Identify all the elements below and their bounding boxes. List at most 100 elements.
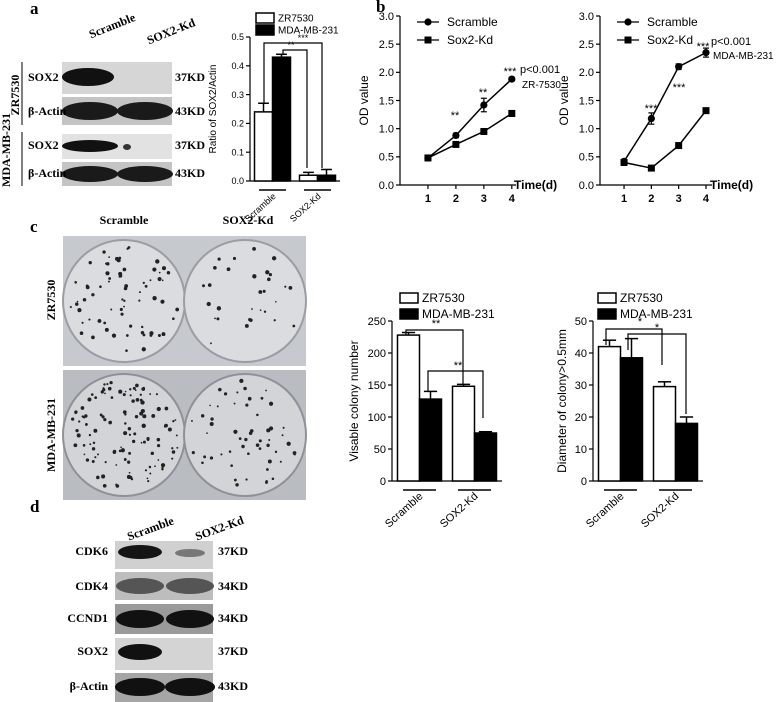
- colony: [134, 389, 137, 392]
- colony: [122, 393, 126, 397]
- colony: [279, 460, 282, 463]
- blot-a: Scramble SOX2-Kd ZR7530 MDA-MB-231 SOX2 …: [0, 10, 205, 187]
- colony: [273, 319, 276, 322]
- colony: [207, 283, 212, 287]
- marker: [675, 142, 683, 150]
- colony: [230, 464, 234, 468]
- colony: [87, 397, 92, 402]
- colony: [138, 291, 141, 294]
- colony: [103, 321, 107, 325]
- colony: [161, 266, 167, 271]
- colony: [281, 434, 284, 437]
- y-tick-label: 0.3: [231, 90, 244, 100]
- colony: [131, 439, 136, 444]
- colony: [152, 296, 157, 301]
- y-tick-label: 3.0: [379, 11, 394, 23]
- colony: [122, 410, 127, 415]
- colony: [155, 259, 160, 264]
- bar: [253, 111, 274, 182]
- colony: [104, 461, 107, 464]
- legend-label: MDA-MB-231: [422, 307, 495, 321]
- colony: [141, 423, 146, 428]
- colony: [124, 413, 127, 416]
- y-tick-label: 0.1: [231, 147, 244, 157]
- colony: [99, 285, 102, 288]
- colony: [100, 390, 104, 394]
- colony: [292, 324, 296, 328]
- band: [118, 644, 162, 660]
- colony: [161, 468, 164, 471]
- x-tick-label: SOX2-Kd: [288, 191, 323, 224]
- colony: [218, 387, 222, 392]
- colony: [90, 393, 94, 396]
- legend-marker: [624, 18, 632, 26]
- series-line: [623, 110, 707, 169]
- colony: [142, 333, 146, 337]
- bar: [298, 174, 319, 182]
- y-tick-label: 100: [368, 412, 386, 424]
- colony: [171, 447, 174, 450]
- protein-label: β-Actin: [70, 679, 109, 693]
- colony: [96, 475, 100, 480]
- colony: [262, 289, 266, 293]
- colony: [88, 260, 92, 265]
- colony: [258, 439, 262, 443]
- colony: [271, 477, 275, 481]
- colony: [94, 396, 98, 400]
- colony: [245, 403, 249, 407]
- colony: [247, 452, 250, 456]
- y-tick-label: 0.4: [231, 61, 244, 71]
- plate: [62, 373, 186, 497]
- x-axis-label: Time(d): [514, 178, 557, 192]
- colony: [120, 448, 125, 453]
- colony: [140, 408, 145, 414]
- x-tick-label: 3: [481, 193, 487, 205]
- y-tick-label: 0.0: [579, 180, 594, 192]
- colony: [128, 451, 132, 455]
- x-tick-label: 1: [425, 193, 431, 205]
- colony: [123, 299, 126, 303]
- x-tick-label: 2: [648, 193, 654, 205]
- cell-line-label: ZR7530: [8, 75, 22, 116]
- y-axis-label: Diameter of colony>0.5mm: [555, 329, 569, 473]
- colony: [268, 273, 272, 277]
- colony: [125, 349, 128, 352]
- colony: [206, 301, 211, 307]
- size-label: 43KD: [218, 679, 248, 693]
- legend-label: Sox2-Kd: [447, 33, 493, 47]
- significance-bracket: [427, 370, 484, 418]
- bar: [418, 398, 443, 482]
- colony: [77, 308, 82, 313]
- colony: [132, 386, 136, 390]
- colony: [101, 415, 105, 419]
- colony: [115, 256, 120, 261]
- size-label: 37KD: [175, 70, 205, 84]
- colony: [252, 274, 257, 279]
- colony: [256, 413, 259, 417]
- y-tick-label: 0.5: [231, 32, 244, 42]
- cell-line-label: MDA-MB-231: [0, 113, 13, 187]
- colony: [135, 398, 140, 402]
- y-tick-label: 50: [575, 316, 587, 328]
- colony: [209, 404, 211, 407]
- chart: 0.0 0.1 0.2 0.3 0.4 0.5 Ratio of SOX2/Actin ZR7…: [208, 12, 340, 224]
- annotation: **: [287, 40, 295, 50]
- legend-swatch: [597, 292, 617, 304]
- colony: [118, 256, 122, 260]
- panel-label: c: [30, 217, 38, 236]
- annotation: ***: [645, 103, 659, 115]
- colony: [89, 443, 92, 446]
- legend-marker: [624, 36, 632, 44]
- band: [62, 140, 118, 152]
- colony: [210, 417, 214, 421]
- colony: [122, 267, 127, 272]
- colony: [123, 305, 125, 308]
- annotation: *: [638, 316, 643, 328]
- bar: [396, 334, 421, 482]
- colony: [248, 431, 253, 436]
- colony: [148, 465, 152, 469]
- band: [165, 678, 215, 696]
- y-tick-label: 0.0: [231, 176, 244, 186]
- colony: [123, 431, 128, 436]
